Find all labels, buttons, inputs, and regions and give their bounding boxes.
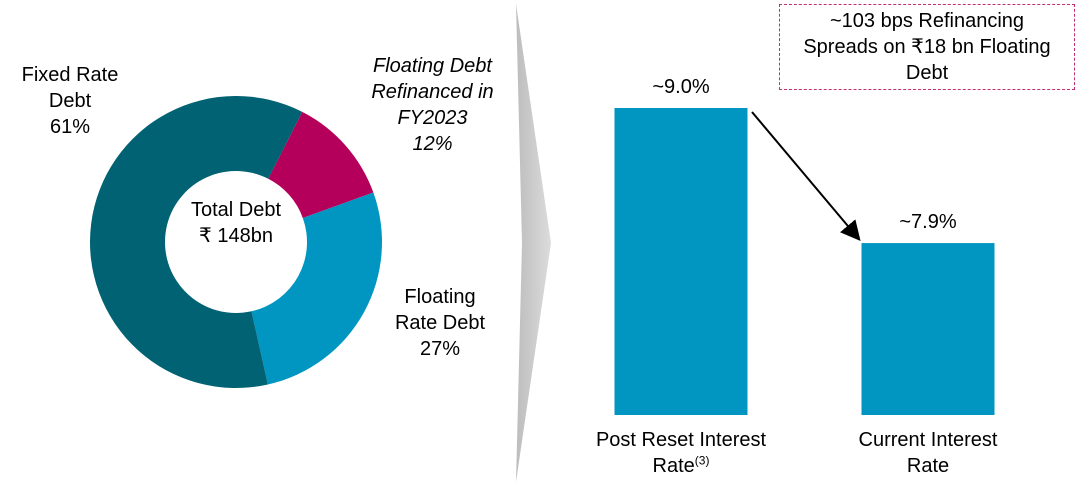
category-label: Floating Debt Refinanced in FY2023	[371, 55, 494, 129]
donut-segment	[251, 192, 382, 385]
bar	[614, 108, 748, 415]
center-text: Total Debt	[190, 199, 282, 221]
center-text: ₹ 148bn	[199, 225, 273, 247]
category-label: Floating Rate Debt	[394, 286, 486, 334]
value-label: 61%	[49, 116, 91, 138]
category-label-box: Post Reset Interest Rate(3)	[591, 427, 771, 479]
segment-label: Floating Debt Refinanced in FY2023 12%	[345, 53, 520, 157]
value-label: ~9.0%	[652, 76, 710, 98]
category-label: Post Reset Interest Rate	[595, 429, 767, 477]
center-label: Total Debt ₹ 148bn	[166, 197, 306, 249]
segment-label: Fixed Rate Debt 61%	[10, 62, 130, 140]
bar	[861, 243, 995, 415]
value-label: 12%	[412, 133, 453, 155]
separator	[516, 4, 551, 482]
category-label: Fixed Rate Debt	[21, 64, 119, 112]
segment-label: Floating Rate Debt 27%	[385, 284, 495, 362]
value-label: 27%	[419, 338, 461, 360]
arrow	[751, 111, 861, 242]
value-label: ~7.9%	[899, 211, 957, 234]
category-label: Current Interest Rate	[858, 429, 998, 477]
annotation-box: ~103 bps Refinancing Spreads on ₹18 bn F…	[779, 4, 1075, 90]
donut-segment	[90, 96, 303, 389]
category-label-box: Current Interest Rate	[838, 427, 1018, 479]
footnote-ref: (3)	[694, 453, 710, 468]
donut-segment	[268, 111, 374, 218]
annotation: ~103 bps Refinancing Spreads on ₹18 bn F…	[803, 10, 1051, 84]
